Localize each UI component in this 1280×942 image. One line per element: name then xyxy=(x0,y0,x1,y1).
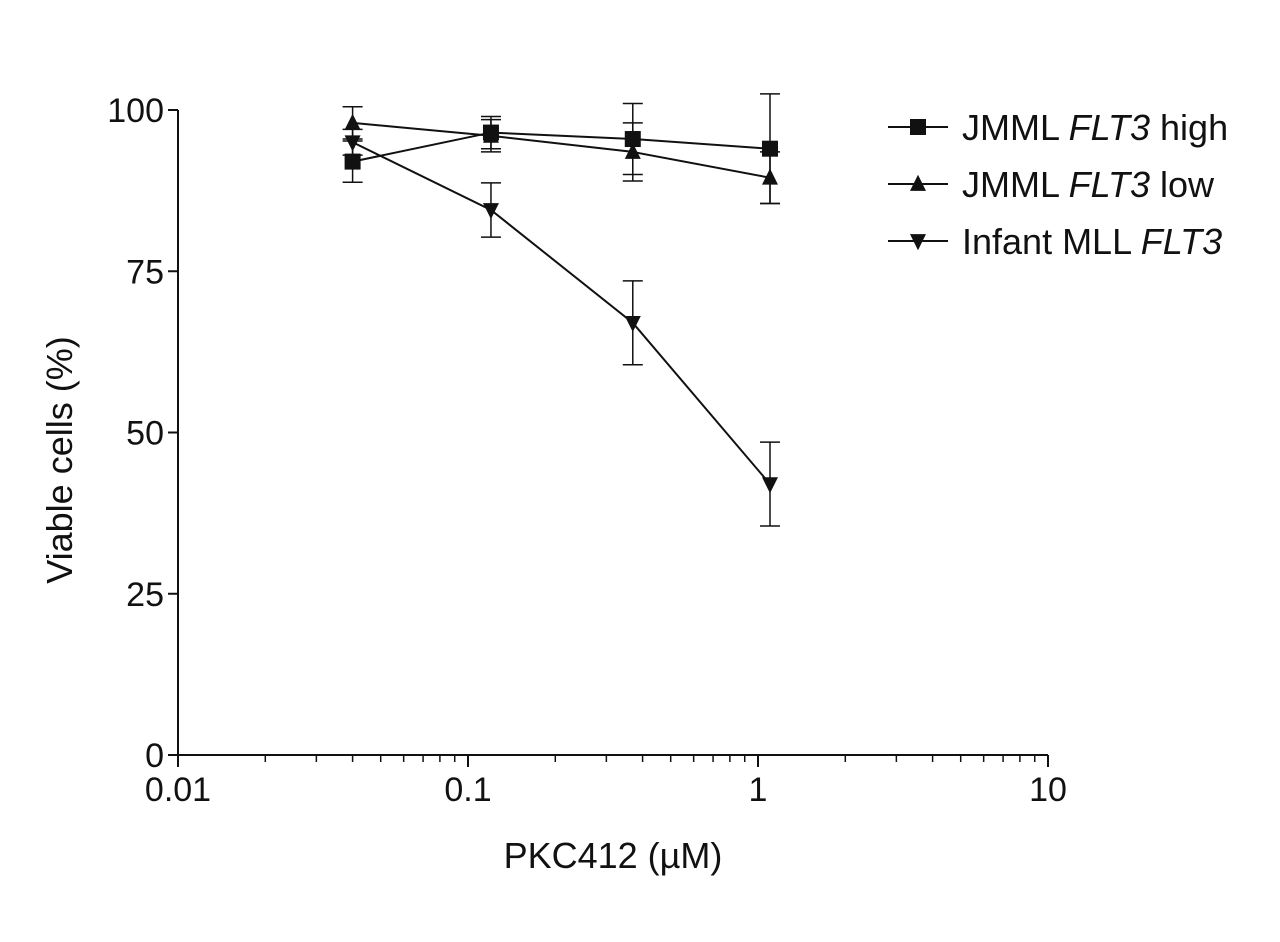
y-tick-label: 75 xyxy=(126,253,164,291)
x-tick-label: 1 xyxy=(749,771,768,809)
data-point xyxy=(344,135,361,152)
legend-marker xyxy=(910,234,926,251)
legend-label: JMML FLT3 high xyxy=(962,107,1228,148)
series-1 xyxy=(342,93,781,205)
legend-marker xyxy=(910,119,926,135)
x-tick-label: 0.1 xyxy=(444,771,491,809)
y-tick-label: 0 xyxy=(145,737,164,775)
plot-area xyxy=(342,93,781,527)
data-point xyxy=(762,140,779,157)
data-point xyxy=(762,168,779,185)
series-line xyxy=(352,131,771,163)
axes: 0 25 50 75 100 0.01 0.1 1 10 xyxy=(107,92,1067,809)
series-2 xyxy=(342,106,781,205)
legend-entry-3: Infant MLL FLT3 xyxy=(888,221,1222,262)
data-point xyxy=(482,126,499,143)
legend-entry-2: JMML FLT3 low xyxy=(888,164,1215,205)
data-point xyxy=(624,315,641,333)
y-tick-label: 100 xyxy=(107,92,164,130)
legend: JMML FLT3 high JMML FLT3 low Infant MLL FL… xyxy=(888,107,1228,262)
data-point xyxy=(762,477,779,494)
series-line xyxy=(352,121,771,179)
legend-label: JMML FLT3 low xyxy=(962,164,1215,205)
legend-marker xyxy=(910,174,926,191)
x-tick-label: 10 xyxy=(1029,771,1067,809)
series-line xyxy=(352,141,771,485)
y-tick-label: 25 xyxy=(126,576,164,614)
legend-entry-1: JMML FLT3 high xyxy=(888,107,1228,148)
data-point xyxy=(482,203,499,220)
y-axis-label: Viable cells (%) xyxy=(39,336,80,583)
x-axis-label: PKC412 (µM) xyxy=(504,835,723,876)
data-point xyxy=(624,142,641,159)
y-tick-label: 50 xyxy=(126,415,164,453)
series-3 xyxy=(342,128,781,527)
x-tick-label: 0.01 xyxy=(145,771,211,809)
data-point xyxy=(344,153,361,170)
data-point xyxy=(344,113,361,130)
legend-label: Infant MLL FLT3 xyxy=(962,221,1222,262)
